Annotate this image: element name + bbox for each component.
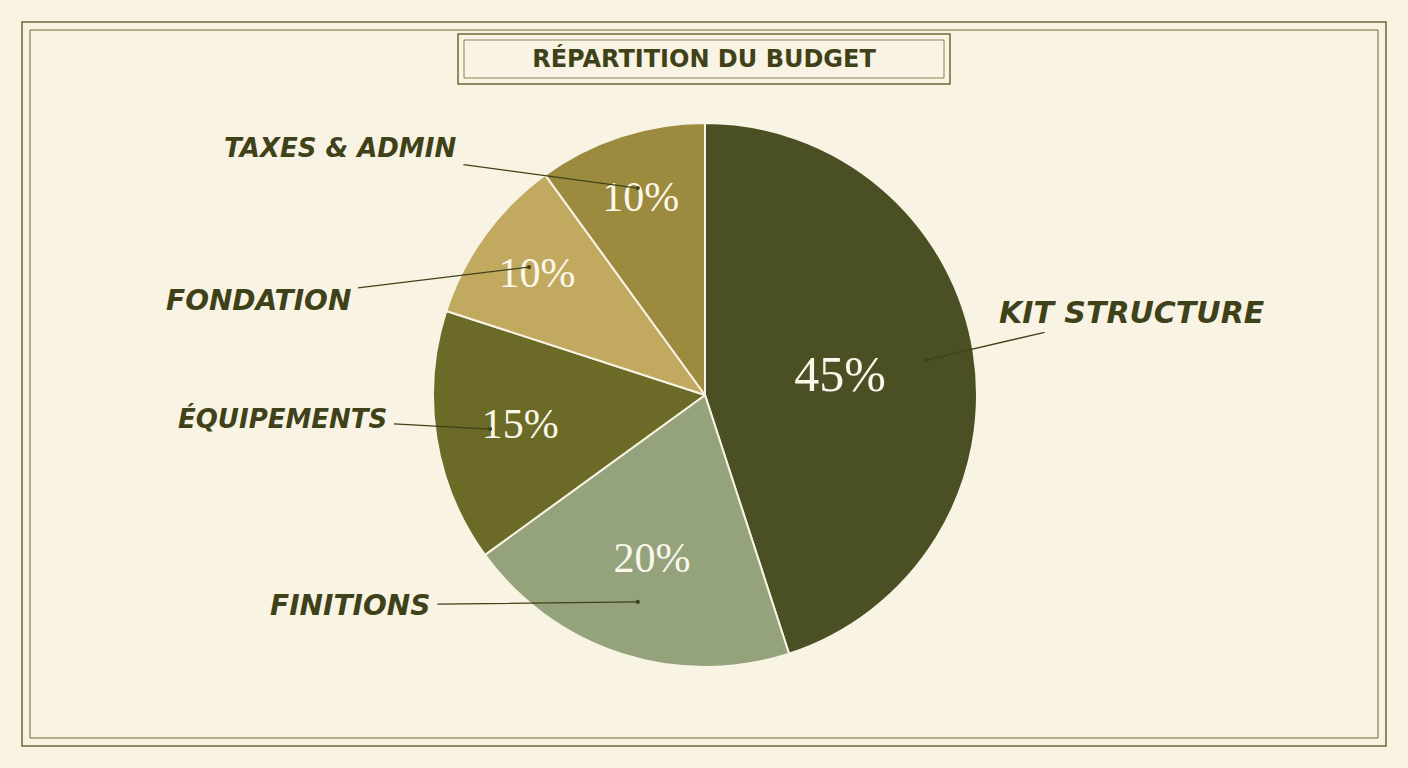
svg-text:RÉPARTITION DU BUDGET: RÉPARTITION DU BUDGET	[532, 44, 876, 73]
svg-text:15%: 15%	[482, 401, 559, 447]
svg-text:10%: 10%	[498, 250, 575, 296]
svg-text:ÉQUIPEMENTS: ÉQUIPEMENTS	[178, 403, 387, 434]
svg-text:KIT STRUCTURE: KIT STRUCTURE	[999, 295, 1265, 330]
svg-text:45%: 45%	[794, 346, 886, 402]
svg-text:FINITIONS: FINITIONS	[270, 589, 430, 622]
svg-text:20%: 20%	[614, 535, 691, 581]
svg-text:10%: 10%	[602, 174, 679, 220]
svg-text:TAXES & ADMIN: TAXES & ADMIN	[224, 133, 456, 163]
svg-text:FONDATION: FONDATION	[166, 284, 351, 317]
